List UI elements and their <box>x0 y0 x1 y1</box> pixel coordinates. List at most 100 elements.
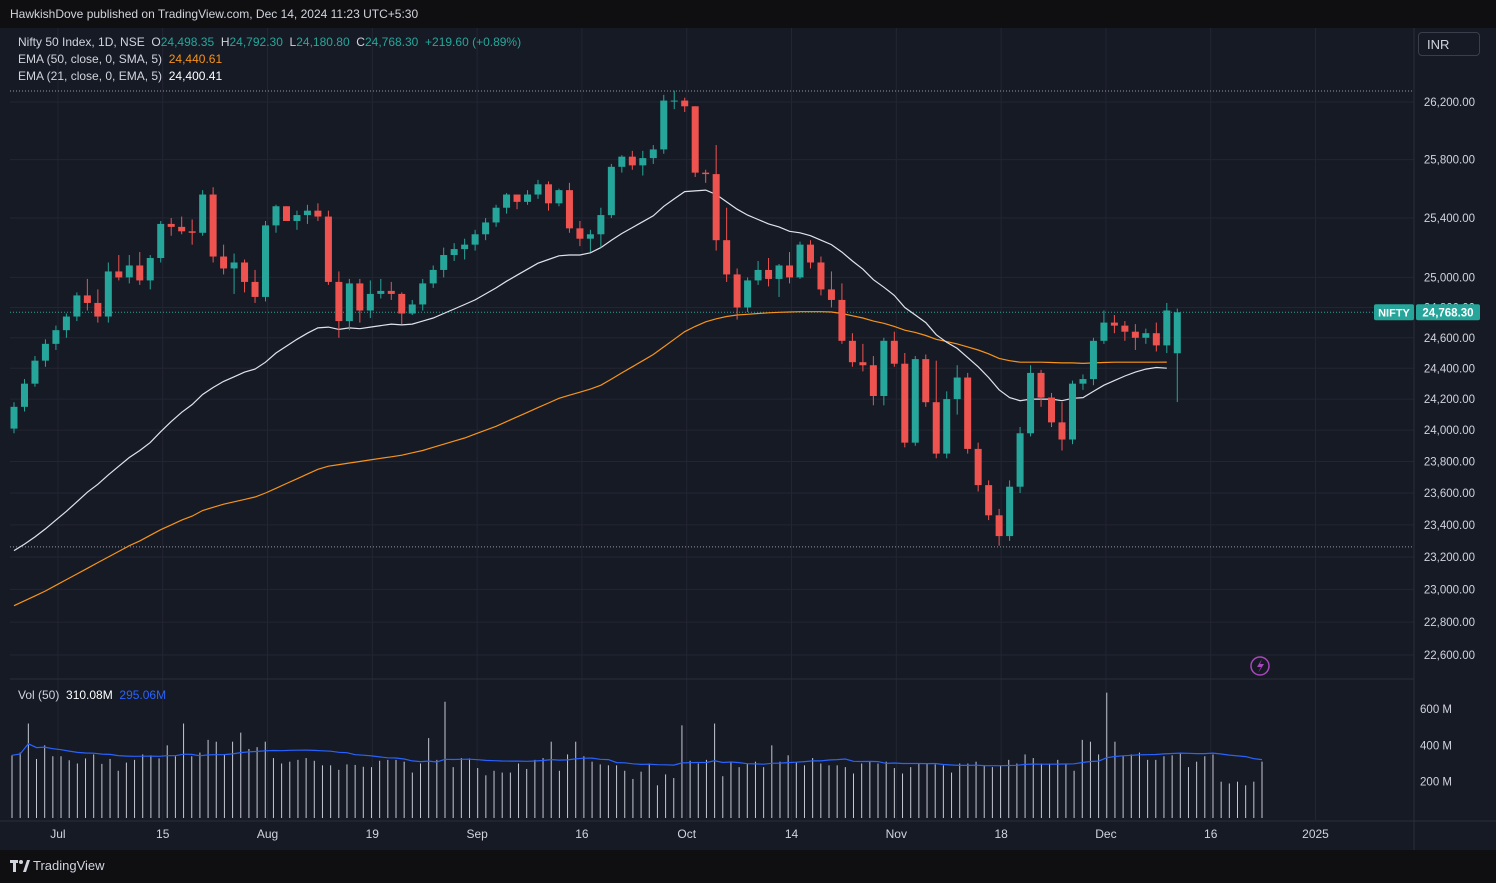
candle <box>806 240 814 269</box>
price-tick-label: 23,200.00 <box>1424 552 1475 564</box>
tradingview-logo-icon <box>10 860 30 872</box>
volume-legend[interactable]: Vol (50) 310.08M 295.06M <box>18 688 166 702</box>
candle-body <box>1142 333 1150 338</box>
candle-body <box>10 406 18 429</box>
candle-body <box>314 210 322 217</box>
candle-body <box>157 223 165 259</box>
candle-body <box>450 249 458 256</box>
ema50-value: 24,440.61 <box>168 52 223 66</box>
candle <box>723 207 731 282</box>
publisher-bar: HawkishDove published on TradingView.com… <box>0 0 1496 28</box>
low-value: 24,180.80 <box>296 35 350 49</box>
candle-body <box>639 158 647 166</box>
candle <box>524 190 532 205</box>
candle <box>586 229 594 253</box>
time-tick-label: Sep <box>466 827 488 841</box>
candle <box>670 90 678 110</box>
candle-body <box>649 149 657 159</box>
candle <box>817 256 825 296</box>
candle <box>220 244 228 275</box>
candle-body <box>901 363 909 443</box>
ema21-legend[interactable]: EMA (21, close, 0, EMA, 5) 24,400.41 <box>18 69 222 83</box>
currency-label: INR <box>1427 37 1450 52</box>
candle <box>922 354 930 407</box>
candle-body <box>282 206 290 221</box>
time-tick-label: Aug <box>257 827 278 841</box>
misc-markers: NIFTY 24,768.30 <box>1250 304 1480 676</box>
candle <box>136 252 144 285</box>
candle-body <box>544 184 552 204</box>
volume-bars <box>11 692 1263 818</box>
candle <box>115 255 123 281</box>
candle-body <box>199 194 207 233</box>
change-value: +219.60 (+0.89%) <box>425 35 522 49</box>
ema50-label: EMA (50, close, 0, SMA, 5) <box>18 52 163 66</box>
candle <box>649 145 657 164</box>
ema50-line <box>13 311 1167 607</box>
time-tick-label: Jul <box>50 827 65 841</box>
price-tick-label: 25,400.00 <box>1424 213 1475 225</box>
price-tick-label: 26,200.00 <box>1424 97 1475 109</box>
candle <box>199 190 207 236</box>
candle <box>503 193 511 214</box>
footer: TradingView <box>0 850 1496 883</box>
candle-body <box>1163 310 1171 346</box>
price-tick-label: 24,200.00 <box>1424 394 1475 406</box>
candle-body <box>565 190 573 229</box>
currency-selector[interactable]: INR <box>1418 32 1480 56</box>
candle-body <box>827 289 835 300</box>
volume-tick-label: 200 M <box>1420 777 1452 789</box>
candle <box>691 106 699 178</box>
low-label: L <box>289 35 297 49</box>
candle <box>744 277 752 312</box>
candle <box>827 271 835 308</box>
candle-body <box>618 156 626 167</box>
last-price-tag <box>1416 304 1480 321</box>
candle-body <box>429 269 437 284</box>
candle-body <box>398 293 406 314</box>
candle <box>1121 321 1129 341</box>
candle <box>974 442 982 492</box>
chart-frame[interactable]: 26,200.0025,800.0025,400.0025,000.0024,8… <box>0 28 1496 850</box>
candle-body <box>377 290 385 294</box>
candle <box>251 269 259 303</box>
candle <box>335 271 343 338</box>
candle <box>712 145 720 251</box>
candle <box>1163 302 1171 354</box>
candle <box>775 263 783 297</box>
candle <box>660 94 668 154</box>
candle <box>911 356 919 446</box>
candle <box>471 229 479 251</box>
time-tick-label: 16 <box>575 827 589 841</box>
candle-body <box>712 174 720 241</box>
candle-body <box>125 265 133 278</box>
ema-lines <box>13 189 1167 607</box>
symbol-tag <box>1374 304 1414 321</box>
candle <box>534 179 542 199</box>
candle <box>880 337 888 406</box>
candle <box>890 331 898 367</box>
candle <box>167 218 175 236</box>
candle <box>565 182 573 233</box>
candle-body <box>607 166 615 216</box>
price-tick-label: 23,800.00 <box>1424 456 1475 468</box>
symbol-label[interactable]: Nifty 50 Index, 1D, NSE <box>18 35 145 49</box>
candle <box>786 252 794 284</box>
candle <box>607 163 615 219</box>
candle-body <box>167 223 175 227</box>
candle-body <box>41 343 49 361</box>
candle <box>209 187 217 263</box>
candle <box>1110 315 1118 334</box>
lightning-marker-icon[interactable] <box>1250 656 1270 676</box>
candle-body <box>702 172 710 175</box>
candle-body <box>576 228 584 239</box>
candle-body <box>1131 331 1139 338</box>
candle <box>41 339 49 367</box>
candlestick-chart[interactable]: 26,200.0025,800.0025,400.0025,000.0024,8… <box>0 28 1496 850</box>
candle-body <box>586 234 594 239</box>
ema50-legend[interactable]: EMA (50, close, 0, SMA, 5) 24,440.61 <box>18 52 222 66</box>
candle <box>1058 402 1066 451</box>
time-tick-label: 2025 <box>1302 827 1329 841</box>
candle <box>869 356 877 406</box>
candle <box>1068 380 1076 445</box>
